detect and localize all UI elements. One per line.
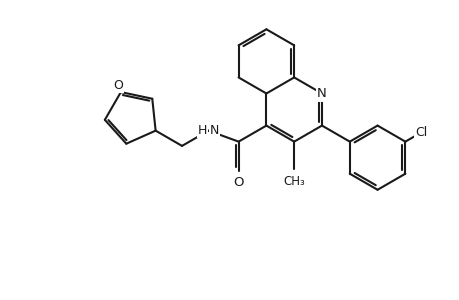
Text: H: H: [197, 124, 207, 137]
Text: N: N: [316, 87, 326, 100]
Text: CH₃: CH₃: [283, 175, 304, 188]
Text: Cl: Cl: [414, 126, 426, 139]
Text: O: O: [233, 176, 243, 189]
Text: O: O: [113, 79, 123, 92]
Text: N: N: [209, 124, 219, 137]
